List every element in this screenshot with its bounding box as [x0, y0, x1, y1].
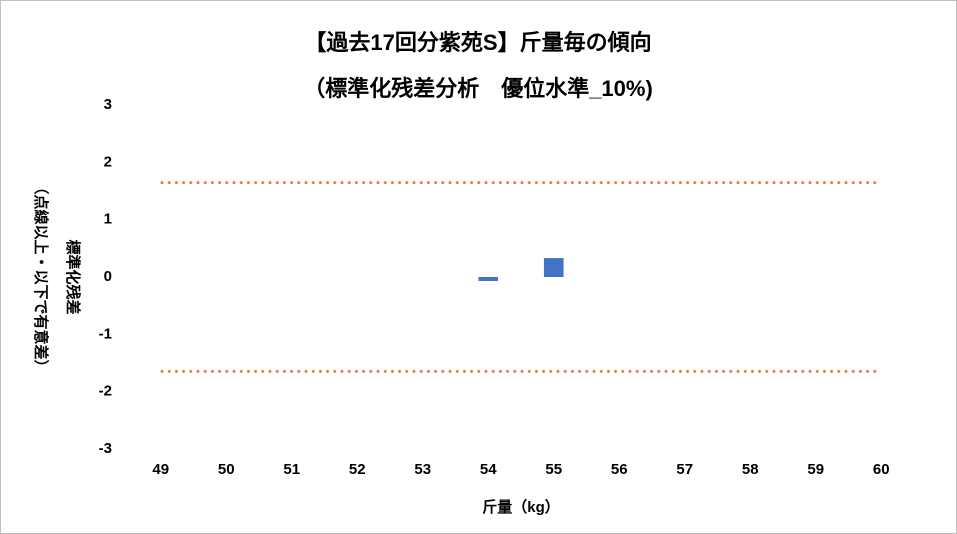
x-axis-label: 斤量（kg）	[482, 498, 560, 516]
y-axis-label: 標準化残差	[64, 239, 82, 314]
x-tick-label: 55	[545, 461, 562, 478]
y-tick-label: -2	[99, 383, 112, 400]
x-tick-label: 57	[676, 461, 693, 478]
x-tick-label: 50	[218, 461, 235, 478]
bar	[543, 258, 564, 277]
y-tick-label: -1	[99, 325, 112, 342]
bar	[478, 277, 499, 282]
x-tick-label: 49	[152, 461, 169, 478]
x-tick-label: 58	[742, 461, 759, 478]
y-tick-label: 3	[104, 96, 112, 113]
y-tick-label: 0	[104, 268, 112, 285]
x-tick-label: 52	[349, 461, 366, 478]
y-tick-label: -3	[99, 440, 112, 457]
chart-title: 【過去17回分紫苑S】斤量毎の傾向	[304, 30, 651, 55]
x-tick-label: 59	[807, 461, 824, 478]
y-tick-label: 2	[104, 153, 112, 170]
y-axis-label: （点線以上・以下で有意差）	[32, 179, 50, 374]
x-tick-label: 51	[283, 461, 300, 478]
x-tick-label: 54	[480, 461, 497, 478]
x-tick-label: 60	[873, 461, 890, 478]
y-tick-label: 1	[104, 211, 112, 228]
x-tick-label: 56	[611, 461, 628, 478]
x-tick-label: 53	[414, 461, 431, 478]
chart-subtitle: （標準化残差分析 優位水準_10%)	[303, 76, 653, 101]
